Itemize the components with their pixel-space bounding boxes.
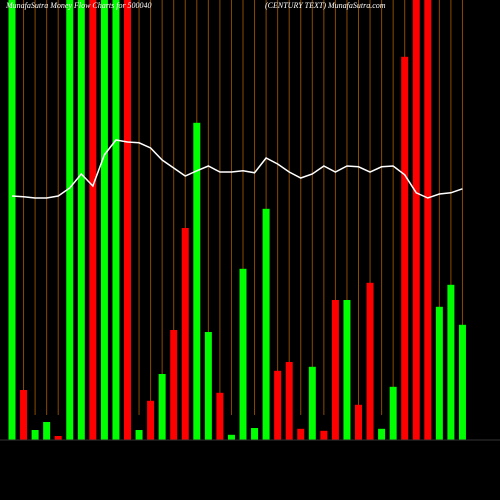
bar [77, 0, 85, 440]
bar [285, 362, 293, 440]
bar [343, 300, 351, 440]
bar [112, 0, 120, 440]
chart-subtitle: (CENTURY TEXT) MunafaSutra.com [265, 1, 386, 10]
bar [297, 428, 305, 440]
bar [355, 404, 362, 440]
bar [158, 374, 166, 440]
bar [66, 0, 74, 440]
bar [147, 400, 155, 440]
bar [251, 428, 259, 440]
bar [89, 0, 97, 440]
bar [320, 430, 328, 440]
bar [389, 386, 397, 440]
chart-title: MunafaSutra Money Flow Charts for 500040 [5, 1, 152, 10]
bar [181, 228, 189, 440]
bar [135, 430, 143, 440]
bar [8, 0, 16, 440]
bar [458, 324, 466, 440]
bar [424, 0, 432, 440]
bar [227, 434, 235, 440]
bar [331, 300, 339, 440]
bar [204, 332, 212, 440]
bar [20, 390, 28, 440]
bar [54, 436, 62, 440]
bar [216, 392, 224, 440]
bar [435, 306, 443, 440]
bar [308, 366, 316, 440]
bar [43, 422, 51, 440]
bar [124, 0, 131, 440]
bar [193, 122, 201, 440]
bar [31, 430, 39, 440]
bar [401, 56, 409, 440]
bar [447, 284, 455, 440]
bar [239, 268, 247, 440]
bar [262, 208, 270, 440]
bar [170, 330, 178, 440]
bar [366, 282, 374, 440]
bar [274, 370, 282, 440]
price-line [11, 139, 463, 199]
bar [412, 0, 420, 440]
bar [100, 0, 108, 440]
bar [378, 428, 386, 440]
